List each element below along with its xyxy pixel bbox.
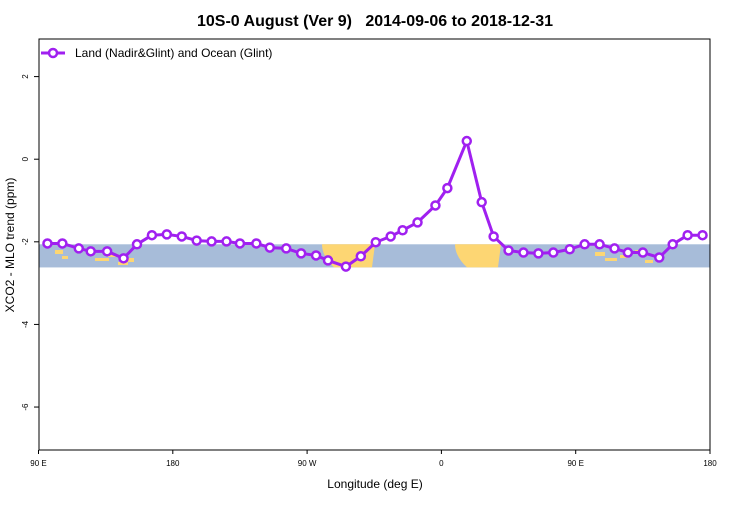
data-point	[57, 238, 68, 249]
x-tick-label: 180	[703, 459, 717, 468]
x-tick-label: 180	[166, 459, 180, 468]
data-point	[101, 246, 113, 257]
x-tick-label: 90 E	[30, 459, 46, 468]
data-point	[355, 251, 367, 262]
x-tick-label: 90 W	[298, 459, 317, 468]
data-point	[280, 243, 292, 254]
island-land	[645, 260, 653, 263]
data-point	[118, 253, 129, 264]
data-point	[295, 248, 307, 259]
plot-frame	[38, 38, 711, 451]
x-axis-label: Longitude (deg E)	[327, 477, 422, 491]
data-point	[310, 250, 322, 261]
y-tick-label: 2	[21, 74, 30, 79]
data-point	[42, 238, 53, 249]
legend-label: Land (Nadir&Glint) and Ocean (Glint)	[75, 46, 272, 60]
island-land	[128, 258, 134, 262]
island-land	[62, 256, 68, 259]
data-point	[73, 243, 85, 254]
data-point	[609, 243, 620, 254]
data-point	[234, 238, 246, 249]
legend: Land (Nadir&Glint) and Ocean (Glint)	[41, 46, 272, 60]
data-point	[131, 239, 143, 250]
x-axis: 90 E 180 90 W 0 90 E 180	[30, 450, 717, 468]
data-point	[461, 135, 473, 147]
data-point	[251, 238, 262, 249]
y-tick-label: -6	[21, 403, 30, 411]
island-land	[620, 255, 628, 258]
data-point	[397, 224, 408, 236]
data-point	[161, 229, 173, 240]
data-point	[697, 229, 708, 241]
data-point	[385, 231, 396, 242]
y-axis-label: XCO2 - MLO trend (ppm)	[3, 178, 17, 313]
data-point	[579, 239, 590, 250]
island-land	[55, 250, 63, 254]
data-point	[430, 200, 441, 211]
data-point	[682, 229, 693, 241]
data-point	[412, 217, 423, 228]
y-tick-label: -2	[21, 238, 30, 246]
data-point	[503, 245, 514, 256]
x-tick-label: 90 E	[567, 459, 583, 468]
data-point	[322, 255, 334, 266]
data-point	[518, 247, 529, 258]
data-point	[622, 247, 634, 258]
island-land	[595, 252, 605, 256]
island-land	[95, 258, 109, 261]
africa-land	[455, 244, 501, 268]
data-point	[488, 231, 499, 242]
data-point	[191, 235, 202, 246]
data-point	[548, 247, 559, 258]
y-tick-label: 0	[21, 156, 30, 161]
data-point	[637, 247, 649, 258]
y-axis: 2 0 -2 -4 -6	[21, 74, 39, 411]
data-point	[264, 242, 276, 253]
data-point	[476, 196, 487, 208]
data-point	[176, 231, 188, 242]
island-land	[605, 258, 617, 261]
y-tick-label: -4	[21, 320, 30, 328]
data-point	[667, 239, 678, 250]
series-layer	[42, 135, 708, 272]
data-point	[442, 182, 453, 194]
island-land	[108, 254, 118, 257]
chart-title: 10S-0 August (Ver 9) 2014-09-06 to 2018-…	[197, 13, 553, 30]
data-point	[654, 252, 665, 263]
x-tick-label: 0	[439, 459, 444, 468]
data-point	[594, 239, 605, 250]
data-point	[146, 229, 158, 241]
data-point	[533, 248, 544, 259]
data-point	[206, 236, 217, 247]
legend-marker	[47, 47, 59, 59]
data-point	[221, 236, 232, 247]
data-point	[370, 236, 381, 248]
data-point	[85, 246, 96, 257]
data-point	[340, 261, 352, 272]
data-point	[564, 244, 575, 255]
